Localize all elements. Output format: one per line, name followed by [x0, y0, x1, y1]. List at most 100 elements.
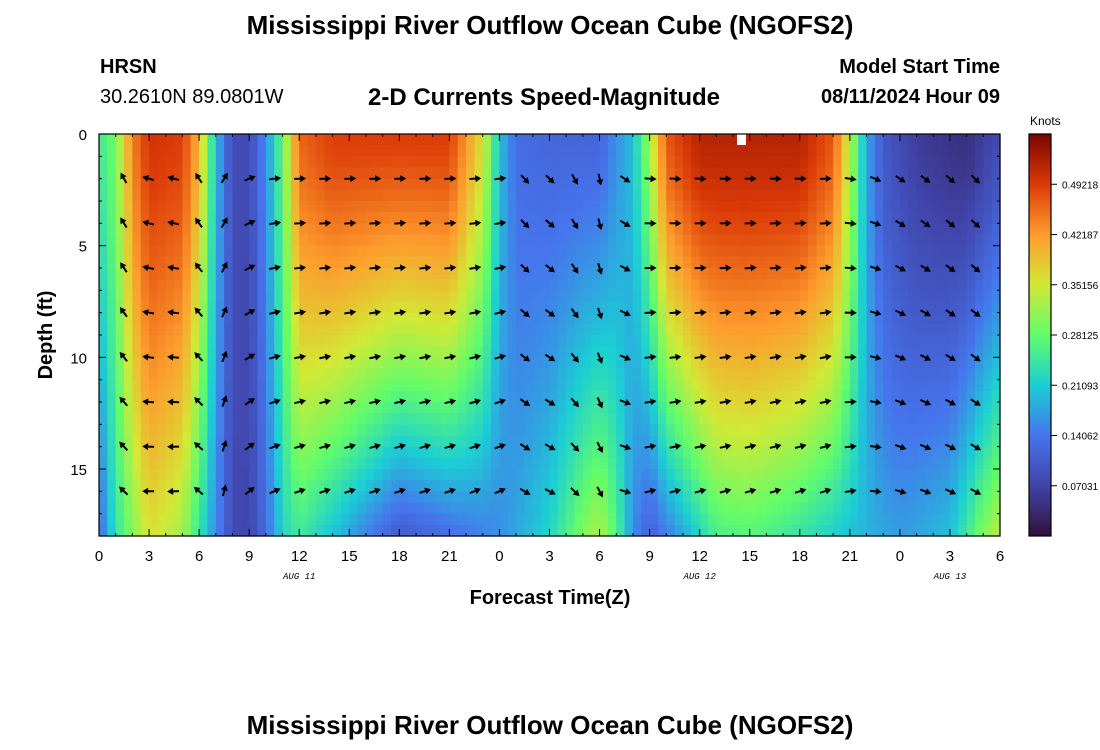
heatmap-cell	[741, 189, 751, 202]
heatmap-cell	[749, 134, 759, 146]
heatmap-cell	[774, 268, 784, 280]
heatmap-cell	[382, 301, 392, 314]
current-vector	[719, 219, 732, 227]
heatmap-cell	[165, 201, 175, 213]
heatmap-cell	[215, 424, 225, 437]
heatmap-cell	[733, 301, 742, 314]
heatmap-cell	[482, 368, 492, 381]
heatmap-cell	[516, 301, 526, 314]
heatmap-cell	[774, 424, 784, 437]
current-vector	[570, 308, 579, 319]
heatmap-cell	[574, 513, 584, 526]
heatmap-cell	[516, 491, 526, 504]
heatmap-cell	[616, 301, 626, 314]
heatmap-cell	[466, 524, 476, 537]
heatmap-cell	[99, 524, 108, 537]
current-vector	[669, 353, 682, 361]
heatmap-cell	[190, 189, 200, 202]
heatmap-cell	[741, 524, 751, 537]
heatmap-cell	[632, 212, 642, 224]
heatmap-cell	[716, 134, 726, 146]
heatmap-cell	[824, 223, 834, 236]
heatmap-cell	[582, 513, 592, 526]
heatmap-cell	[783, 491, 793, 504]
heatmap-cell	[499, 469, 509, 481]
heatmap-cell	[215, 435, 225, 448]
current-vector	[494, 398, 507, 405]
heatmap-cell	[224, 201, 234, 213]
heatmap-cell	[424, 245, 434, 258]
heatmap-cell	[432, 223, 442, 236]
heatmap-cell	[624, 245, 634, 258]
heatmap-cell	[357, 413, 367, 425]
heatmap-cell	[799, 457, 809, 470]
heatmap-cell	[858, 290, 868, 303]
heatmap-cell	[349, 469, 359, 481]
heatmap-cell	[983, 279, 993, 291]
heatmap-cell	[841, 234, 851, 247]
heatmap-cell	[407, 491, 417, 504]
heatmap-cell	[574, 435, 584, 448]
heatmap-cell	[682, 446, 692, 459]
heatmap-cell	[824, 379, 834, 392]
heatmap-cell	[290, 245, 300, 258]
heatmap-cell	[99, 368, 108, 381]
heatmap-cell	[883, 335, 893, 347]
heatmap-cell	[557, 413, 567, 425]
heatmap-cell	[157, 446, 167, 459]
heatmap-cell	[649, 424, 659, 437]
heatmap-cell	[708, 134, 717, 146]
heatmap-cell	[791, 457, 801, 470]
heatmap-cell	[265, 201, 275, 213]
heatmap-cell	[491, 435, 501, 448]
heatmap-cell	[374, 502, 384, 515]
heatmap-cell	[449, 189, 459, 202]
heatmap-cell	[657, 402, 667, 414]
heatmap-cell	[741, 390, 751, 403]
heatmap-cell	[624, 379, 634, 392]
heatmap-cell	[566, 524, 576, 537]
heatmap-cell	[382, 245, 392, 258]
heatmap-cell	[724, 402, 734, 414]
heatmap-cell	[374, 290, 384, 303]
heatmap-cell	[441, 413, 450, 425]
heatmap-cell	[424, 446, 434, 459]
heatmap-cell	[899, 513, 909, 526]
heatmap-cell	[466, 335, 476, 347]
heatmap-cell	[991, 301, 1001, 314]
heatmap-cell	[332, 424, 342, 437]
heatmap-cell	[607, 145, 617, 157]
heatmap-cell	[290, 446, 300, 459]
heatmap-cell	[190, 268, 200, 280]
heatmap-cell	[657, 167, 667, 180]
heatmap-cell	[324, 346, 334, 358]
heatmap-cell	[432, 212, 442, 224]
heatmap-cell	[816, 390, 826, 403]
heatmap-cell	[858, 390, 868, 403]
heatmap-cell	[149, 256, 158, 269]
heatmap-cell	[983, 457, 993, 470]
heatmap-cell	[207, 469, 217, 481]
heatmap-cell	[474, 379, 484, 392]
heatmap-cell	[958, 268, 968, 280]
heatmap-cell	[916, 212, 926, 224]
heatmap-cell	[182, 312, 192, 325]
heatmap-cell	[674, 335, 684, 347]
heatmap-cell	[641, 256, 651, 269]
heatmap-cell	[140, 189, 150, 202]
heatmap-cell	[232, 413, 242, 425]
heatmap-cell	[249, 189, 259, 202]
heatmap-cell	[574, 379, 584, 392]
heatmap-cell	[124, 212, 133, 224]
heatmap-cell	[507, 335, 517, 347]
heatmap-cell	[524, 390, 534, 403]
heatmap-cell	[699, 390, 709, 403]
heatmap-cell	[190, 167, 200, 180]
heatmap-cell	[249, 357, 259, 370]
heatmap-cell	[733, 480, 742, 492]
heatmap-cell	[649, 178, 659, 191]
heatmap-cell	[215, 480, 225, 492]
heatmap-cell	[791, 223, 801, 236]
heatmap-cell	[849, 167, 859, 180]
heatmap-cell	[491, 156, 501, 169]
